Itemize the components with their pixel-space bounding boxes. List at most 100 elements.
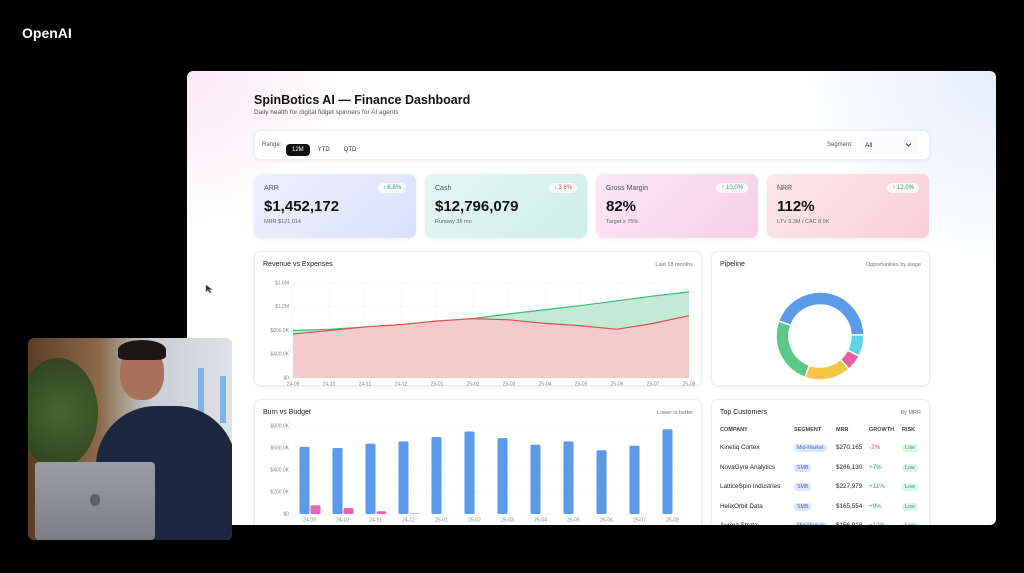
x-tick-label: 24-09 bbox=[303, 517, 316, 523]
kpi-note: MRR $121,014 bbox=[264, 219, 301, 225]
chart-plot bbox=[775, 291, 865, 381]
chart-plot: $0 $200.0K $400.0K $600.0K $800.0K 24-09 24-10… bbox=[270, 423, 689, 523]
x-tick-label: 25-01 bbox=[435, 517, 448, 523]
table-cell: +7% bbox=[869, 463, 882, 471]
column-header: MRR bbox=[836, 427, 849, 433]
kpi-value: 112% bbox=[777, 198, 815, 215]
x-tick-label: 24-09 bbox=[287, 381, 300, 387]
wall-chart-bar bbox=[220, 376, 226, 423]
bar bbox=[464, 431, 475, 514]
x-tick-label: 24-11 bbox=[359, 381, 372, 387]
table-title: Top Customers bbox=[720, 409, 768, 416]
x-tick-label: 25-02 bbox=[468, 517, 481, 523]
table-cell: $227,979 bbox=[836, 483, 863, 490]
bar bbox=[409, 513, 420, 514]
y-tick-label: $800.0K bbox=[270, 328, 289, 334]
y-tick-label: $400.0K bbox=[270, 352, 289, 358]
kpi-change: ↓ 3.6% bbox=[548, 183, 577, 193]
area-backdrop bbox=[293, 315, 689, 378]
segment-value: All bbox=[865, 142, 873, 149]
x-tick-label: 25-03 bbox=[503, 381, 516, 387]
range-option[interactable]: YTD bbox=[317, 147, 330, 153]
table-cell: $266,130 bbox=[836, 463, 863, 471]
table-cell: $156,918 bbox=[836, 522, 862, 525]
presenter-webcam bbox=[28, 338, 232, 540]
laptop bbox=[35, 462, 155, 540]
chart-subtitle: Opportunities by stage bbox=[865, 262, 921, 268]
column-header: SEGMENT bbox=[794, 427, 822, 433]
line bbox=[292, 315, 690, 335]
customers-card: Top Customers By MRR COMPANY SEGMENT MRR GR… bbox=[711, 399, 930, 525]
bar bbox=[662, 429, 673, 514]
table-cell: Mid-Market bbox=[794, 522, 827, 525]
bar bbox=[431, 437, 442, 514]
kpi-change: ↑ 6.8% bbox=[377, 183, 406, 193]
x-tick-label: 25-06 bbox=[611, 381, 624, 387]
table-cell: Low bbox=[902, 483, 918, 491]
table-cell: Low bbox=[902, 463, 918, 472]
plant bbox=[28, 358, 98, 468]
x-tick-label: 25-05 bbox=[567, 517, 580, 523]
y-tick-label: $600.0K bbox=[270, 445, 289, 451]
range-option[interactable]: QTD bbox=[343, 147, 357, 153]
chart-title: Burn vs Budget bbox=[263, 409, 311, 416]
x-tick-label: 24-11 bbox=[369, 517, 382, 523]
x-tick-label: 25-04 bbox=[534, 517, 547, 523]
chart-plot: $0 $400.0K $800.0K $1.2M $1.6M 24-09 24-10 24-1… bbox=[270, 280, 696, 387]
segment-select[interactable]: All bbox=[859, 136, 919, 154]
kpi-card: ARR ↑ 6.8% $1,452,172 MRR $121,014 bbox=[254, 174, 416, 238]
table-cell: SMB bbox=[794, 483, 812, 491]
person-hair bbox=[118, 340, 166, 360]
y-tick-label: $800.0K bbox=[270, 423, 289, 429]
mouse-cursor bbox=[205, 284, 213, 294]
table-cell: +9% bbox=[869, 502, 882, 510]
x-tick-label: 25-06 bbox=[600, 517, 613, 523]
chart-title: Pipeline bbox=[720, 261, 745, 268]
chart-subtitle: Lower is better bbox=[656, 410, 693, 416]
table-cell: LatticeSpin Industries bbox=[720, 483, 781, 490]
kpi-note: Target ≥ 75% bbox=[606, 219, 639, 225]
kpi-value: $12,796,079 bbox=[435, 198, 519, 215]
y-tick-label: $400.0K bbox=[270, 467, 289, 473]
table-subtitle: By MRR bbox=[900, 410, 921, 416]
chevron-icon bbox=[905, 143, 912, 147]
kpi-card: Gross Margin ↑ 10.0% 82% Target ≥ 75% bbox=[596, 174, 758, 238]
bar bbox=[398, 441, 409, 514]
bar bbox=[596, 450, 607, 514]
x-tick-label: 25-01 bbox=[431, 381, 444, 387]
x-tick-label: 25-02 bbox=[467, 381, 480, 387]
chart-subtitle: Last 18 months bbox=[655, 262, 693, 268]
column-header: COMPANY bbox=[720, 427, 748, 433]
table-cell: SMB bbox=[794, 463, 812, 472]
x-tick-label: 25-07 bbox=[633, 517, 646, 523]
x-tick-label: 25-08 bbox=[683, 381, 696, 387]
kpi-value: 82% bbox=[606, 198, 637, 215]
laptop-logo bbox=[90, 494, 100, 506]
kpi-label: NRR bbox=[777, 185, 793, 192]
segment-label: Segment: bbox=[827, 142, 853, 148]
table-cell: Aurora Strata bbox=[720, 522, 757, 525]
table-cell: SMB bbox=[794, 502, 812, 511]
bar bbox=[310, 505, 321, 514]
table-cell: +11% bbox=[869, 483, 885, 490]
table-cell: Low bbox=[902, 502, 918, 511]
range-option[interactable]: 12M bbox=[286, 144, 310, 156]
donut-segment bbox=[775, 319, 811, 379]
x-tick-label: 24-12 bbox=[402, 517, 415, 523]
y-tick-label: $1.6M bbox=[275, 280, 289, 286]
y-tick-label: $0 bbox=[283, 375, 289, 381]
kpi-label: ARR bbox=[264, 185, 279, 192]
bar bbox=[332, 448, 343, 514]
table-cell: $165,554 bbox=[836, 502, 863, 510]
x-tick-label: 24-12 bbox=[395, 381, 408, 387]
bar bbox=[530, 444, 541, 514]
chart-title: Revenue vs Expenses bbox=[263, 261, 333, 268]
kpi-value: $1,452,172 bbox=[264, 198, 340, 215]
kpi-label: Cash bbox=[435, 185, 452, 192]
table-cell: $270,165 bbox=[836, 444, 863, 451]
kpi-change: ↑ 12.0% bbox=[887, 183, 919, 193]
chart-card: $0 $400.0K $800.0K $1.2M $1.6M 24-09 24-10 24-1… bbox=[254, 251, 702, 387]
bar bbox=[343, 507, 354, 514]
column-header: GROWTH bbox=[869, 427, 895, 433]
